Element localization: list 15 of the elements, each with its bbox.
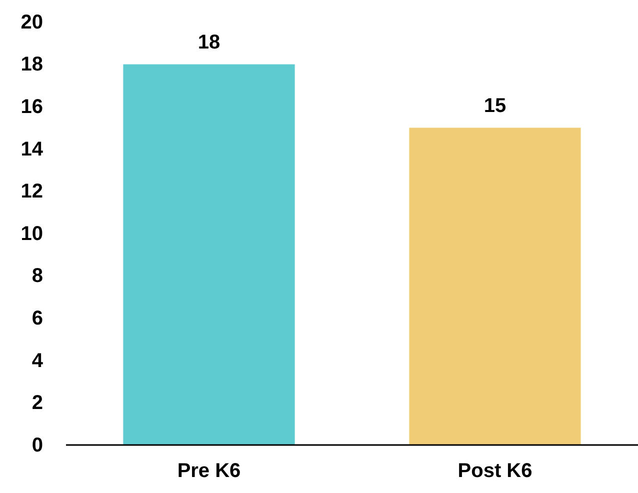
y-tick-label: 2 <box>32 392 43 414</box>
y-tick-label: 16 <box>20 96 43 118</box>
x-tick-label: Post K6 <box>458 460 532 482</box>
x-tick-label: Pre K6 <box>177 460 241 482</box>
y-tick-label: 18 <box>20 54 43 76</box>
y-tick-label: 12 <box>20 180 43 203</box>
y-tick-label: 4 <box>32 350 44 372</box>
y-tick-label: 6 <box>32 308 43 330</box>
data-label: 18 <box>198 31 220 54</box>
y-tick-label: 14 <box>20 138 44 160</box>
y-tick-label: 8 <box>32 265 43 288</box>
y-tick-label: 10 <box>20 222 43 245</box>
y-tick-label: 0 <box>32 434 43 456</box>
y-tick-label: 20 <box>20 11 43 34</box>
data-label: 15 <box>484 94 506 117</box>
